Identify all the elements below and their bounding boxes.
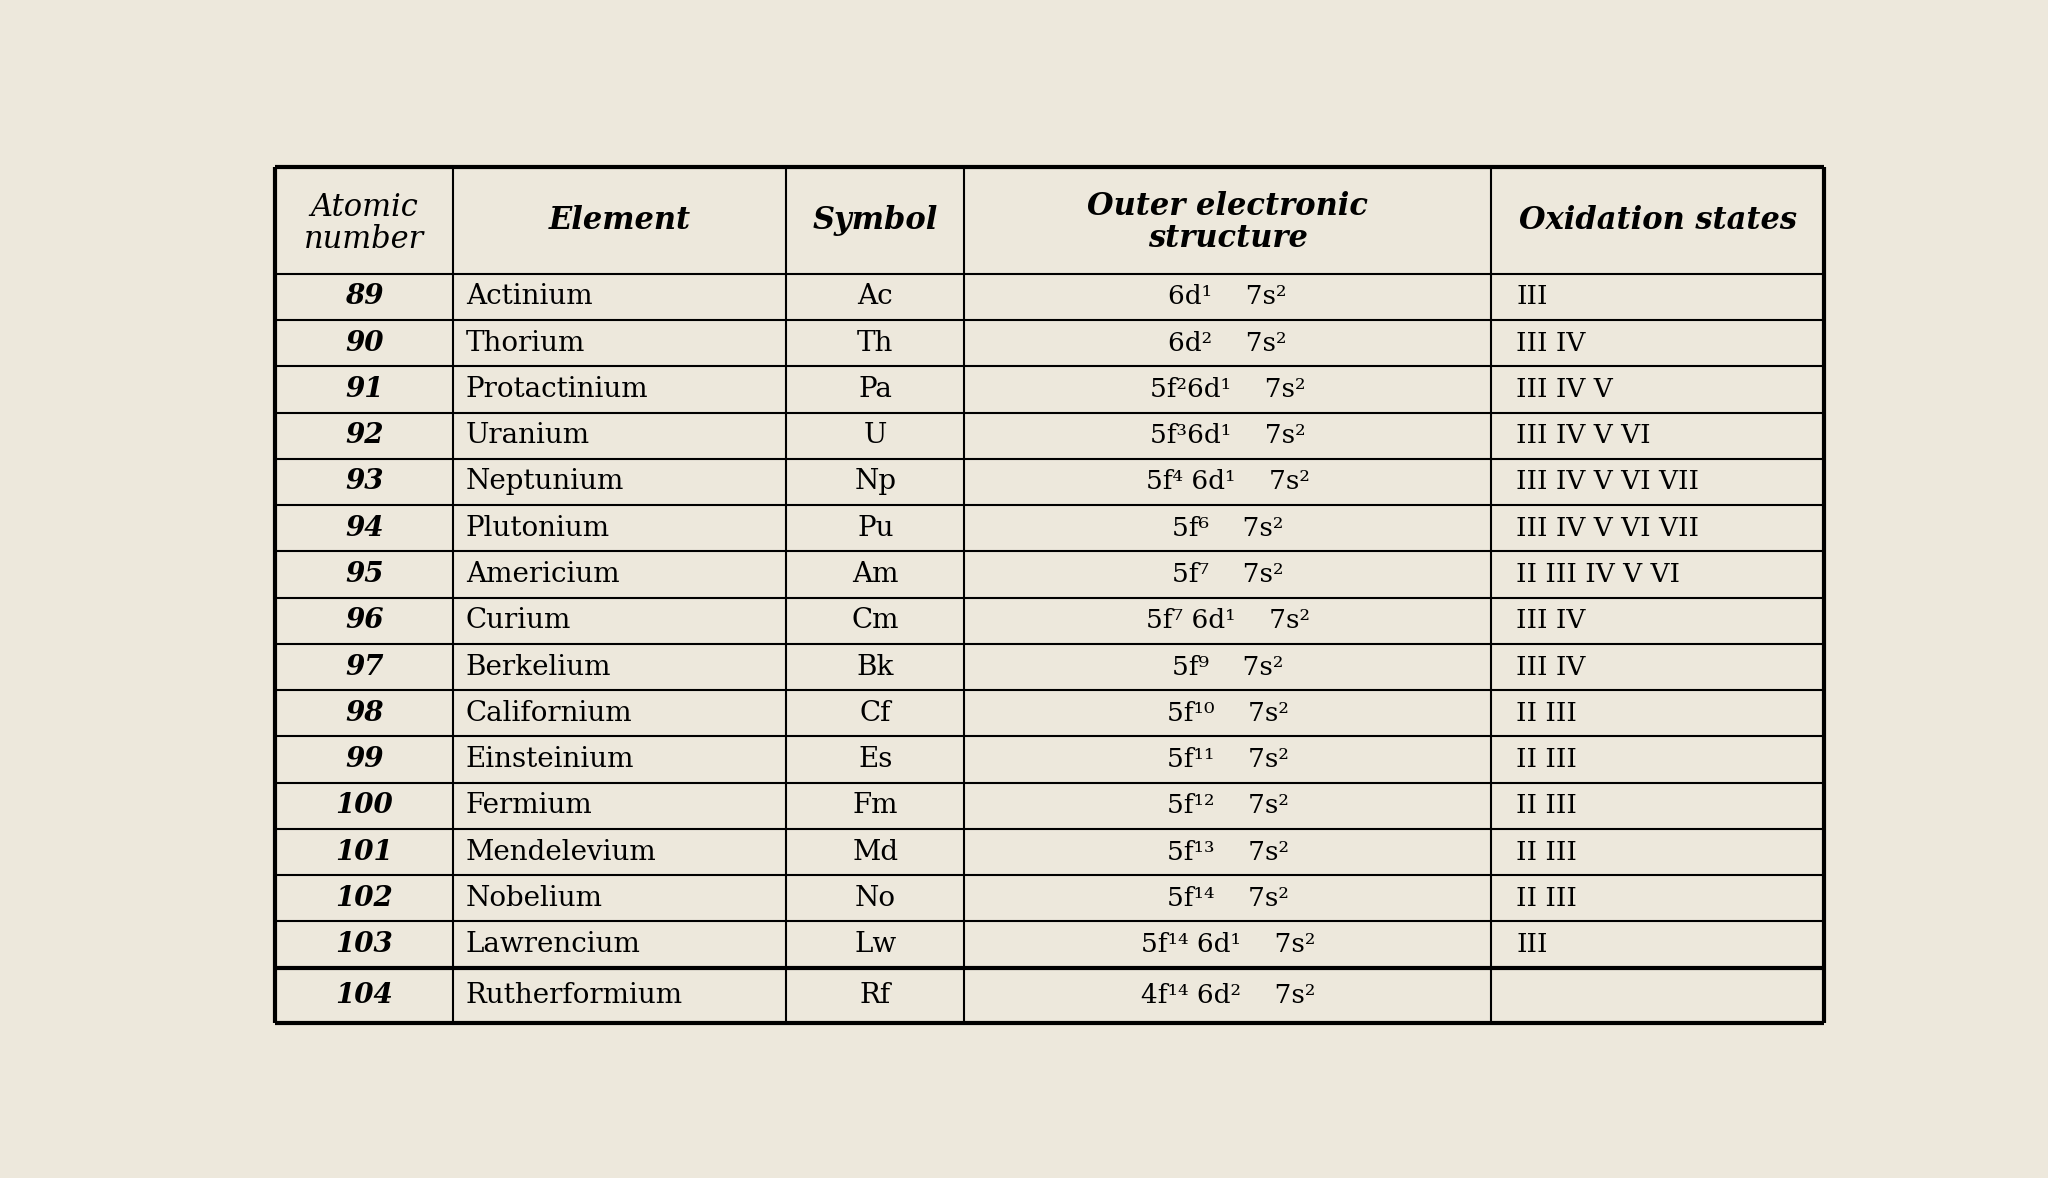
Text: Atomic: Atomic (309, 192, 418, 223)
Text: Lawrencium: Lawrencium (465, 931, 641, 958)
Text: Actinium: Actinium (465, 284, 592, 311)
Text: 5f²6d¹    7s²: 5f²6d¹ 7s² (1151, 377, 1305, 402)
Text: Fermium: Fermium (465, 793, 592, 819)
Text: 99: 99 (344, 746, 383, 773)
Text: Rutherformium: Rutherformium (465, 981, 684, 1008)
Text: Am: Am (852, 561, 899, 588)
Text: 98: 98 (344, 700, 383, 727)
Text: 92: 92 (344, 422, 383, 449)
Text: Berkelium: Berkelium (465, 654, 612, 681)
Text: 93: 93 (344, 469, 383, 496)
Text: 5f³6d¹    7s²: 5f³6d¹ 7s² (1149, 423, 1305, 448)
Text: Einsteinium: Einsteinium (465, 746, 635, 773)
Text: structure: structure (1147, 223, 1309, 254)
Text: Element: Element (549, 205, 690, 236)
Text: Symbol: Symbol (813, 205, 938, 236)
Text: Oxidation states: Oxidation states (1520, 205, 1796, 236)
Text: III: III (1516, 932, 1548, 957)
Text: 5f⁶    7s²: 5f⁶ 7s² (1171, 516, 1284, 541)
Text: Pa: Pa (858, 376, 893, 403)
Text: Ac: Ac (858, 284, 893, 311)
Text: Pu: Pu (856, 515, 893, 542)
Text: 90: 90 (344, 330, 383, 357)
Text: Rf: Rf (860, 981, 891, 1008)
Text: Md: Md (852, 839, 899, 866)
Text: No: No (854, 885, 895, 912)
Text: 96: 96 (344, 607, 383, 634)
Text: Bk: Bk (856, 654, 895, 681)
Text: 5f⁷    7s²: 5f⁷ 7s² (1171, 562, 1284, 587)
Text: 6d²    7s²: 6d² 7s² (1169, 331, 1286, 356)
Text: Thorium: Thorium (465, 330, 586, 357)
Text: Es: Es (858, 746, 893, 773)
Text: Protactinium: Protactinium (465, 376, 649, 403)
Text: 5f⁹    7s²: 5f⁹ 7s² (1171, 655, 1284, 680)
Text: III IV V VI: III IV V VI (1516, 423, 1651, 448)
Text: 5f¹⁴ 6d¹    7s²: 5f¹⁴ 6d¹ 7s² (1141, 932, 1315, 957)
Text: II III: II III (1516, 886, 1577, 911)
Text: 5f⁴ 6d¹    7s²: 5f⁴ 6d¹ 7s² (1145, 470, 1309, 495)
Text: Neptunium: Neptunium (465, 469, 625, 496)
Text: U: U (864, 422, 887, 449)
Text: Cm: Cm (852, 607, 899, 634)
Text: 5f¹²    7s²: 5f¹² 7s² (1167, 793, 1288, 819)
Text: Plutonium: Plutonium (465, 515, 610, 542)
Text: Americium: Americium (465, 561, 618, 588)
Text: Nobelium: Nobelium (465, 885, 602, 912)
Text: II III: II III (1516, 840, 1577, 865)
Text: II III: II III (1516, 793, 1577, 819)
Text: 94: 94 (344, 515, 383, 542)
Text: 5f¹⁴    7s²: 5f¹⁴ 7s² (1167, 886, 1288, 911)
Text: III IV V VI VII: III IV V VI VII (1516, 470, 1700, 495)
Text: 4f¹⁴ 6d²    7s²: 4f¹⁴ 6d² 7s² (1141, 982, 1315, 1008)
Text: 101: 101 (336, 839, 393, 866)
Text: 5f¹³    7s²: 5f¹³ 7s² (1167, 840, 1288, 865)
Text: Cf: Cf (860, 700, 891, 727)
Text: 97: 97 (344, 654, 383, 681)
Text: 95: 95 (344, 561, 383, 588)
Text: 6d¹    7s²: 6d¹ 7s² (1169, 284, 1286, 310)
Text: Th: Th (858, 330, 893, 357)
Text: 102: 102 (336, 885, 393, 912)
Text: III IV V VI VII: III IV V VI VII (1516, 516, 1700, 541)
Text: III: III (1516, 284, 1548, 310)
Text: 103: 103 (336, 931, 393, 958)
Text: II III IV V VI: II III IV V VI (1516, 562, 1681, 587)
Text: III IV: III IV (1516, 608, 1585, 634)
Text: Np: Np (854, 469, 897, 496)
Text: Uranium: Uranium (465, 422, 590, 449)
Text: III IV: III IV (1516, 655, 1585, 680)
Text: 89: 89 (344, 284, 383, 311)
Text: Lw: Lw (854, 931, 897, 958)
Text: Curium: Curium (465, 607, 571, 634)
Text: Outer electronic: Outer electronic (1087, 191, 1368, 221)
Text: 91: 91 (344, 376, 383, 403)
Text: 104: 104 (336, 981, 393, 1008)
Text: 5f⁷ 6d¹    7s²: 5f⁷ 6d¹ 7s² (1145, 608, 1311, 634)
Text: Californium: Californium (465, 700, 633, 727)
Text: 5f¹⁰    7s²: 5f¹⁰ 7s² (1167, 701, 1288, 726)
Text: II III: II III (1516, 747, 1577, 772)
Text: II III: II III (1516, 701, 1577, 726)
Text: III IV V: III IV V (1516, 377, 1614, 402)
Text: number: number (303, 224, 424, 256)
Text: III IV: III IV (1516, 331, 1585, 356)
Text: 5f¹¹    7s²: 5f¹¹ 7s² (1167, 747, 1288, 772)
Text: 100: 100 (336, 793, 393, 819)
Text: Mendelevium: Mendelevium (465, 839, 657, 866)
Text: Fm: Fm (852, 793, 899, 819)
